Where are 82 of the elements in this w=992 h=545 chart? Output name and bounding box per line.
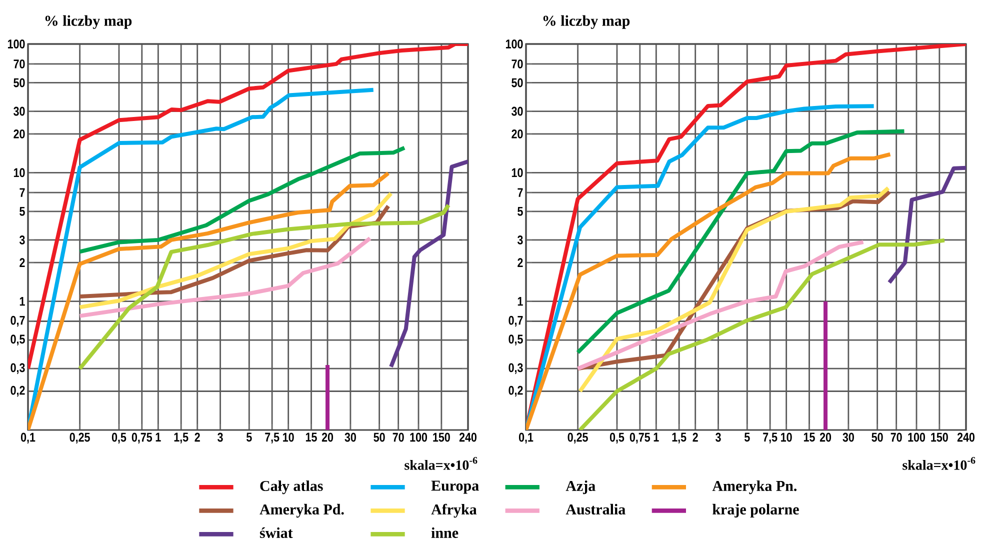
y-tick-label: 1 [518,296,523,306]
legend-label: Ameryka Pn. [712,480,797,494]
x-tick-label: 240 [957,432,974,442]
x-tick-label: 3 [218,432,223,442]
y-tick-label: 50 [14,78,25,88]
y-tick-label: 10 [14,168,25,178]
y-tick-label: 0,3 [10,363,25,374]
y-axis-title: % liczby map [45,15,132,29]
x-tick-label: 0,5 [610,432,624,444]
y-tick-label: 70 [14,59,25,68]
x-tick-label: 10 [283,432,294,442]
x-tick-label: 70 [890,432,902,442]
y-tick-label: 100 [506,40,523,48]
x-tick-label: 3 [716,432,721,442]
x-tick-label: 7,5 [763,432,778,444]
x-tick-label: 7,5 [265,432,280,444]
y-tick-label: 30 [14,106,25,116]
x-tick-label: 0,25 [568,432,588,444]
y-tick-label: 0,5 [508,334,523,346]
x-tick-label: 0,75 [630,432,650,444]
y-tick-label: 0,5 [10,334,25,346]
x-tick-label: 50 [872,432,883,442]
x-tick-label: 1,5 [174,432,188,444]
x-tick-label: 70 [392,432,404,442]
y-tick-label: 2 [20,258,25,267]
x-tick-label: 15 [306,432,317,442]
x-axis-title: skala=x•10$^{-6}$ [404,457,478,470]
x-tick-label: 0,75 [132,432,152,444]
legend-label: Afryka [431,504,477,518]
legend-label: świat [260,527,293,538]
x-tick-label: 150 [433,432,450,442]
legend-label: Azja [566,480,596,494]
y-tick-label: 0,3 [508,363,523,374]
y-tick-label: 100 [8,40,25,48]
x-tick-label: 1,5 [672,432,686,444]
x-tick-label: 50 [374,432,385,442]
x-tick-label: 30 [842,432,854,442]
x-tick-label: 5 [744,432,750,442]
y-tick-label: 3 [517,235,523,244]
y-tick-label: 3 [20,235,25,244]
y-tick-label: 0,7 [508,316,523,327]
x-tick-label: 0,1 [20,432,36,444]
y-tick-label: 10 [512,168,523,178]
x-tick-label: 5 [246,432,252,442]
x-tick-label: 1 [156,432,161,442]
y-tick-label: 30 [512,106,523,116]
x-tick-label: 30 [344,432,356,442]
legend-label: Australia [566,504,626,515]
x-tick-label: 2 [194,432,200,442]
x-tick-label: 100 [410,432,428,442]
y-tick-label: 0,2 [508,386,523,397]
legend-label: Cały atlas [260,480,323,494]
y-tick-label: 20 [512,129,523,138]
y-tick-label: 7 [20,188,25,197]
x-tick-label: 0,25 [70,432,90,444]
y-tick-label: 50 [512,78,523,88]
x-tick-label: 15 [804,432,815,442]
x-tick-label: 240 [459,432,476,442]
y-tick-label: 5 [20,206,25,216]
x-tick-label: 0,1 [518,432,534,444]
y-tick-label: 5 [518,206,523,216]
x-tick-label: 0,5 [112,432,126,444]
legend-label: Europa [431,480,479,494]
y-tick-label: 0,2 [10,386,25,397]
y-tick-label: 20 [14,129,25,138]
legend-label: kraje polarne [712,504,799,518]
x-tick-label: 1 [654,432,659,442]
x-tick-label: 100 [908,432,926,442]
x-tick-label: 150 [931,432,948,442]
y-tick-label: 70 [512,59,523,68]
x-tick-label: 10 [781,432,792,442]
legend-label: Ameryka Pd. [260,504,344,518]
x-axis-title: skala=x•10$^{-6}$ [902,457,976,470]
x-tick-label: 20 [322,432,334,442]
y-tick-label: 0,7 [10,316,25,327]
y-tick-label: 1 [20,296,25,306]
y-tick-label: 7 [518,188,523,197]
y-axis-title: % liczby map [543,15,630,29]
x-tick-label: 20 [820,432,832,442]
x-tick-label: 2 [692,432,698,442]
legend-label: inne [431,527,458,538]
y-tick-label: 2 [518,258,523,267]
